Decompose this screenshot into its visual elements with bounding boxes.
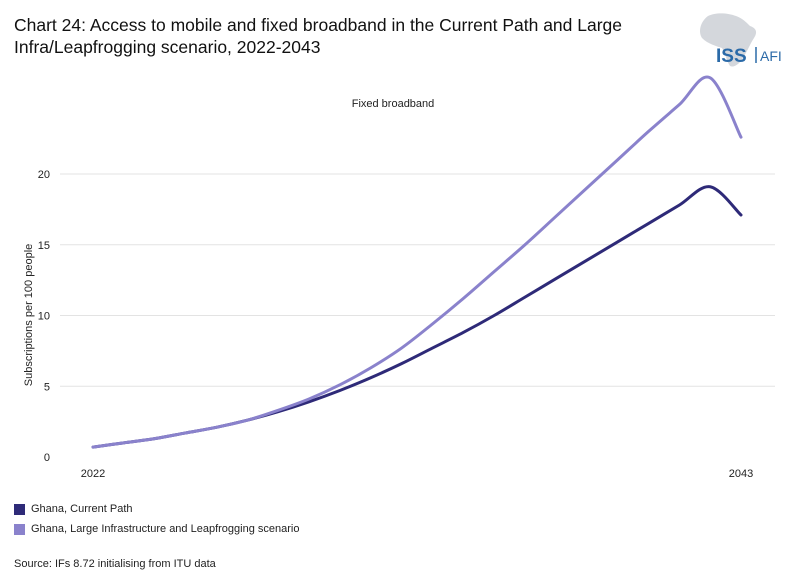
series-line-leapfrogging: [91, 75, 743, 449]
chart-title: Chart 24: Access to mobile and fixed bro…: [14, 15, 623, 57]
logo-text-iss: ISS: [716, 46, 747, 67]
legend-item-current-path: Ghana, Current Path: [14, 501, 299, 517]
line-chart: 0 5 10 15 20 2022 2043 Subscriptions per 100 pe…: [23, 75, 775, 480]
legend-label-current-path: Ghana, Current Path: [31, 503, 133, 515]
legend-item-leapfrogging: Ghana, Large Infrastructure and Leapfrog…: [14, 521, 299, 537]
y-tick-label: 10: [38, 311, 50, 323]
logo-text-afi: AFI: [760, 48, 782, 64]
iss-afi-logo: ISS AFI: [700, 13, 782, 67]
legend-swatch-current-path: [14, 503, 25, 515]
y-tick-label: 20: [38, 169, 50, 181]
africa-map-icon: [700, 13, 757, 67]
x-tick-label: 2043: [729, 468, 753, 480]
legend-swatch-leapfrogging: [14, 523, 25, 535]
y-axis-label: Subscriptions per 100 people: [23, 244, 35, 386]
source-note: Source: IFs 8.72 initialising from ITU d…: [14, 558, 216, 570]
y-tick-label: 15: [38, 240, 50, 252]
legend-label-leapfrogging: Ghana, Large Infrastructure and Leapfrog…: [31, 523, 300, 535]
series-line-current-path: [91, 185, 743, 449]
chart-subtitle: Fixed broadband: [351, 98, 435, 110]
y-tick-label: 5: [44, 381, 50, 393]
legend: Ghana, Current Path Ghana, Large Infrast…: [14, 501, 299, 541]
x-tick-label: 2022: [81, 468, 105, 480]
y-tick-label: 0: [44, 452, 50, 464]
